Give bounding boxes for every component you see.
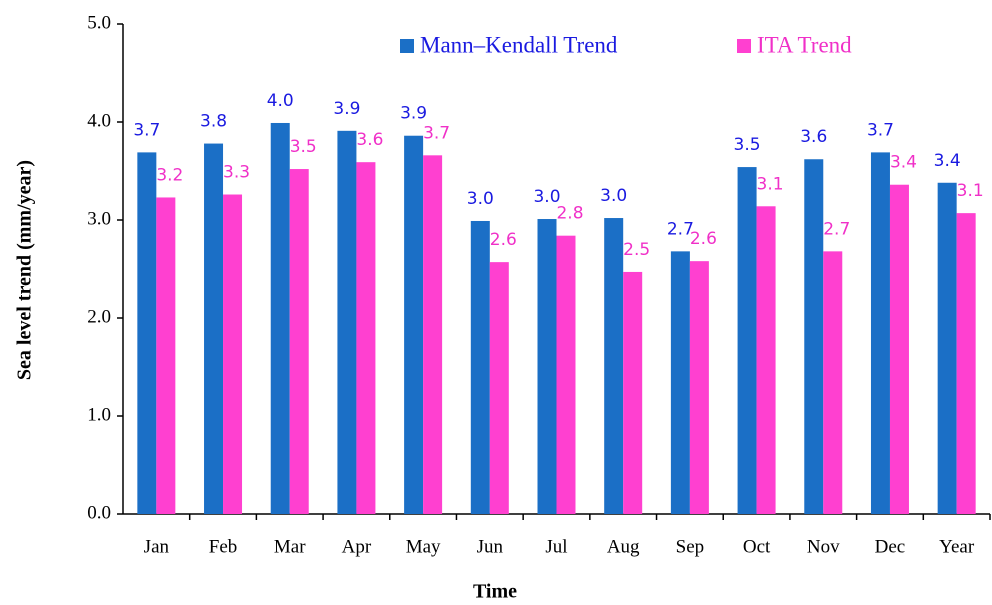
value-label: 3.1 [957,181,984,201]
y-axis-title: Sea level trend (mm/year) [14,160,36,380]
bar [556,235,576,514]
value-label: 2.5 [623,240,650,260]
bar [270,122,290,514]
bar [223,194,243,514]
x-tick-label: Jun [477,536,504,557]
value-label: 2.7 [823,219,850,239]
value-label: 3.0 [533,187,560,207]
value-label: 3.9 [400,104,427,124]
y-tick-label: 1.0 [87,404,111,425]
value-label: 3.5 [734,135,761,155]
x-tick-label: Jan [144,536,170,557]
bar [823,251,843,515]
x-tick-label: Year [939,536,975,557]
value-label: 3.0 [467,189,494,209]
bar [756,206,776,514]
value-label: 3.6 [356,130,383,150]
bar [623,271,643,514]
y-tick-label: 2.0 [87,306,111,327]
x-tick-label: Jul [545,536,567,557]
value-label: 3.7 [133,120,160,140]
bar [804,159,824,515]
y-tick-label: 0.0 [87,502,111,523]
bar [689,261,709,514]
value-label: 3.4 [934,151,961,171]
y-tick-label: 4.0 [87,110,111,131]
value-label: 3.4 [890,153,917,173]
x-tick-label: Oct [743,536,771,557]
value-label: 2.8 [556,204,583,224]
value-label: 2.7 [667,219,694,239]
value-label: 4.0 [267,91,294,111]
value-label: 3.2 [156,165,183,185]
x-tick-label: May [406,536,441,557]
x-tick-label: Mar [274,536,306,557]
legend-swatch [737,39,751,53]
value-label: 3.6 [800,127,827,147]
y-tick-label: 3.0 [87,208,111,229]
bar [670,251,690,515]
bar [337,130,357,514]
x-tick-label: Aug [607,536,640,557]
legend-label: Mann–Kendall Trend [420,32,618,57]
value-label: 3.8 [200,112,227,132]
value-label: 3.3 [223,163,250,183]
value-label: 2.6 [490,230,517,250]
value-label: 3.7 [867,120,894,140]
value-label: 3.5 [290,137,317,157]
bar [423,155,443,514]
bar [204,143,224,514]
legend-swatch [400,39,414,53]
value-label: 3.9 [333,99,360,119]
x-tick-label: Feb [209,536,238,557]
bar [604,218,624,515]
x-tick-label: Sep [676,536,705,557]
bar [889,184,909,514]
legend-label: ITA Trend [757,32,852,57]
bar [289,169,309,515]
y-tick-label: 5.0 [87,12,111,33]
bar [156,197,176,514]
value-label: 2.6 [690,229,717,249]
bar [356,162,376,514]
bar [956,213,976,514]
bar [870,152,890,514]
x-tick-label: Apr [342,536,372,557]
value-label: 3.1 [757,174,784,194]
bar [537,219,557,514]
bar [404,135,424,514]
bar [937,182,957,514]
bar [470,220,490,515]
x-tick-label: Nov [807,536,840,557]
value-label: 3.0 [600,186,627,206]
bar [737,167,757,514]
bar [137,152,157,514]
x-tick-label: Dec [875,536,906,557]
x-axis-title: Time [473,581,517,603]
value-label: 3.7 [423,123,450,143]
bar [489,262,509,514]
